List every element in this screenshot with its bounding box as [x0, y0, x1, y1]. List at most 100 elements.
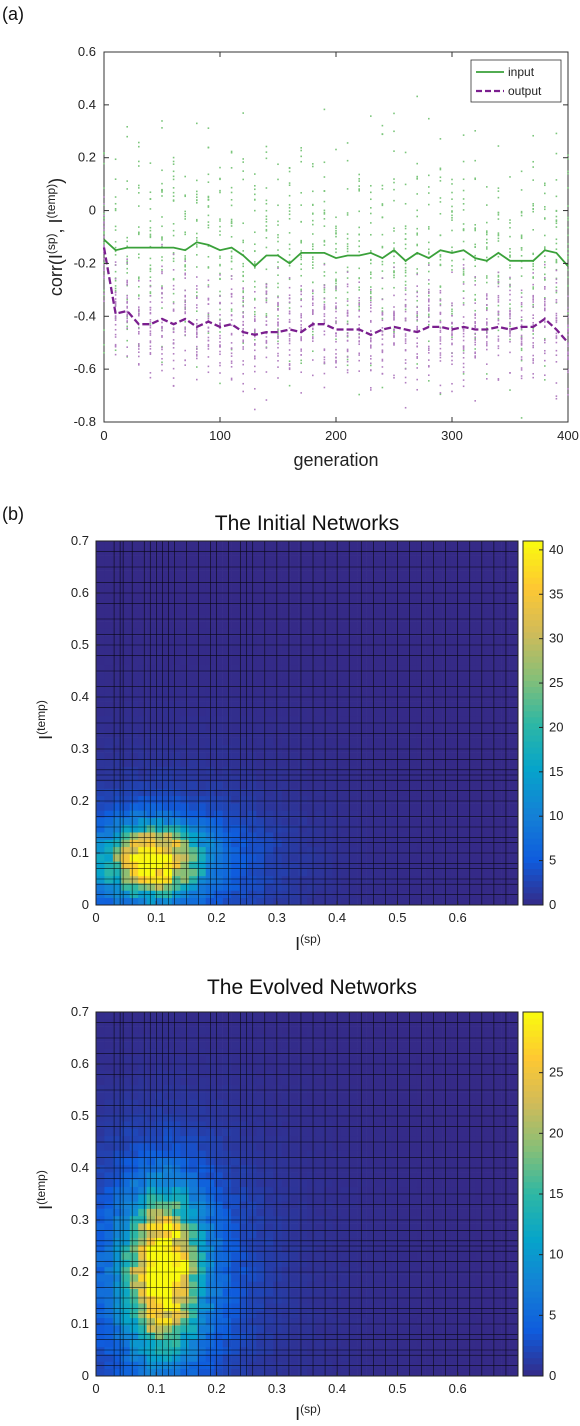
- heatmap-cell: [96, 1143, 105, 1151]
- output-sample-point: [520, 343, 523, 345]
- output-sample-point: [114, 353, 117, 356]
- heatmap-cell: [458, 781, 468, 789]
- output-sample-point: [486, 335, 488, 338]
- heatmap-cell: [391, 548, 401, 556]
- heatmap-cell: [273, 693, 282, 702]
- heatmap-cell: [247, 693, 257, 702]
- output-sample-point: [567, 369, 569, 371]
- heatmap-cell: [399, 693, 409, 702]
- heatmap-cell: [458, 650, 468, 658]
- heatmap-cell: [256, 672, 266, 680]
- heatmap-cell: [458, 817, 468, 826]
- heatmap-cell: [290, 723, 299, 731]
- heatmap-cell: [222, 715, 232, 724]
- input-sample-point: [196, 220, 198, 222]
- heatmap-cell: [121, 650, 131, 658]
- input-sample-point: [486, 246, 488, 248]
- input-sample-point: [219, 220, 221, 222]
- output-sample-point: [277, 342, 279, 345]
- output-sample-point: [509, 293, 511, 296]
- output-sample-point: [532, 296, 534, 298]
- heatmap-cell: [323, 657, 333, 666]
- heatmap-cell: [121, 795, 131, 804]
- output-sample-point: [114, 264, 117, 266]
- input-sample-point: [300, 239, 302, 242]
- heatmap-cell: [391, 730, 401, 738]
- input-sample-point: [474, 177, 476, 180]
- output-sample-point: [486, 309, 488, 312]
- heatmap-cell: [129, 1346, 139, 1355]
- heatmap-cell: [323, 868, 333, 877]
- output-sample-point: [346, 348, 349, 351]
- heatmap-cell: [214, 570, 223, 578]
- heatmap-cell: [323, 759, 333, 767]
- heatmap-cell: [197, 555, 207, 564]
- heatmap-cell: [96, 854, 105, 862]
- output-sample-point: [277, 296, 279, 299]
- heatmap-cell: [273, 773, 282, 782]
- heatmap-cell: [273, 788, 282, 797]
- output-sample-point: [219, 362, 221, 364]
- heatmap-cell: [104, 1092, 114, 1100]
- heatmap-cell: [357, 737, 367, 746]
- heatmap-cell: [433, 883, 443, 891]
- heatmap-cell: [214, 795, 223, 804]
- heatmap-cell: [188, 875, 198, 884]
- heatmap-cell: [239, 824, 249, 833]
- heatmap-cell: [315, 541, 325, 549]
- heatmap-cell: [104, 1070, 114, 1078]
- heatmap-cell: [298, 737, 308, 746]
- heatmap-cell: [138, 730, 147, 738]
- input-sample-point: [520, 417, 523, 419]
- input-sample-point: [358, 277, 360, 280]
- output-sample-point: [277, 301, 279, 304]
- input-sample-point: [404, 243, 407, 246]
- heatmap-cell: [323, 795, 333, 804]
- output-sample-point: [462, 316, 465, 318]
- heatmap-cell: [340, 795, 350, 804]
- input-sample-point: [555, 209, 558, 212]
- input-sample-point: [509, 251, 511, 253]
- heatmap-cell: [214, 839, 223, 848]
- output-sample-point: [416, 306, 418, 308]
- heatmap-cell: [458, 824, 468, 833]
- heatmap-cell: [467, 570, 477, 578]
- heatmap-cell: [138, 1186, 147, 1195]
- heatmap-cell: [442, 832, 451, 840]
- heatmap-cell: [442, 584, 451, 593]
- heatmap-cell: [425, 824, 434, 833]
- input-sample-point: [532, 134, 534, 137]
- heatmap-cell: [129, 1128, 139, 1137]
- heatmap-cell: [366, 861, 375, 869]
- colorbar-step: [523, 644, 543, 651]
- output-sample-point: [184, 359, 186, 361]
- heatmap-cell: [290, 701, 299, 709]
- heatmap-cell: [458, 657, 468, 666]
- heatmap-cell: [273, 752, 282, 760]
- heatmap-cell: [281, 591, 291, 600]
- output-sample-point: [300, 328, 302, 331]
- heatmap-cell: [349, 708, 358, 717]
- heatmap-cell: [492, 693, 502, 702]
- heatmap-cell: [138, 664, 147, 673]
- output-sample-point: [288, 354, 291, 356]
- heatmap-cell: [112, 591, 122, 600]
- input-sample-point: [103, 231, 105, 233]
- output-sample-point: [497, 323, 500, 325]
- input-sample-point: [370, 299, 372, 302]
- output-sample-point: [242, 382, 244, 385]
- heatmap-cell: [112, 584, 122, 593]
- heatmap-cell: [138, 1361, 147, 1370]
- heatmap-cell: [205, 693, 215, 702]
- heatmap-cell: [332, 737, 342, 746]
- input-sample-point: [416, 272, 418, 274]
- heatmap-cell: [323, 846, 333, 855]
- y-tick-label: 0.2: [71, 793, 89, 808]
- heatmap-cell: [416, 686, 426, 695]
- heatmap-cell: [467, 883, 477, 891]
- heatmap-cell: [332, 599, 342, 607]
- heatmap-cell: [214, 730, 223, 738]
- heatmap-cell: [425, 773, 434, 782]
- input-sample-point: [172, 223, 175, 225]
- input-sample-point: [439, 176, 442, 179]
